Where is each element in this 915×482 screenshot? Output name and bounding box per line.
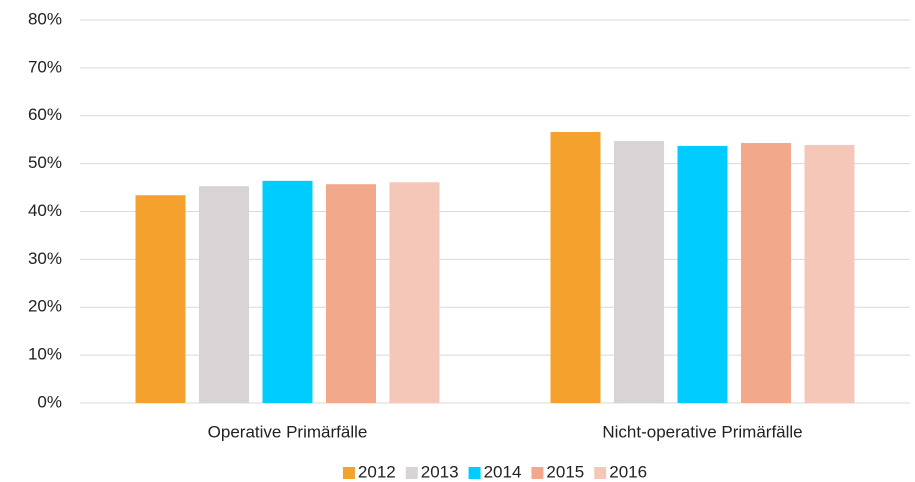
bar	[741, 143, 791, 403]
x-tick-label: Operative Primärfälle	[208, 422, 368, 441]
x-tick-label: Nicht-operative Primärfälle	[602, 422, 802, 441]
y-tick-label: 10%	[28, 345, 62, 364]
bar	[389, 182, 440, 403]
bar	[677, 145, 728, 403]
bar	[135, 195, 186, 403]
bar	[326, 184, 376, 403]
y-tick-label: 70%	[28, 57, 62, 76]
y-tick-label: 80%	[28, 9, 62, 28]
legend-label: 2014	[484, 462, 522, 481]
bar	[550, 132, 601, 403]
y-tick-label: 30%	[28, 249, 62, 268]
bar	[199, 186, 249, 403]
legend-swatch	[531, 467, 544, 479]
legend-label: 2013	[421, 462, 459, 481]
y-tick-label: 40%	[28, 201, 62, 220]
y-tick-label: 60%	[28, 105, 62, 124]
legend-label: 2016	[609, 462, 647, 481]
bar	[804, 144, 855, 404]
legend-swatch	[405, 467, 418, 479]
bar	[614, 141, 664, 403]
legend-swatch	[468, 467, 481, 479]
legend-label: 2015	[546, 462, 584, 481]
legend-swatch	[594, 467, 607, 479]
legend-swatch	[342, 467, 355, 479]
y-tick-label: 20%	[28, 297, 62, 316]
bar	[262, 180, 313, 403]
y-tick-label: 0%	[37, 392, 62, 411]
y-tick-label: 50%	[28, 153, 62, 172]
legend-label: 2012	[358, 462, 396, 481]
